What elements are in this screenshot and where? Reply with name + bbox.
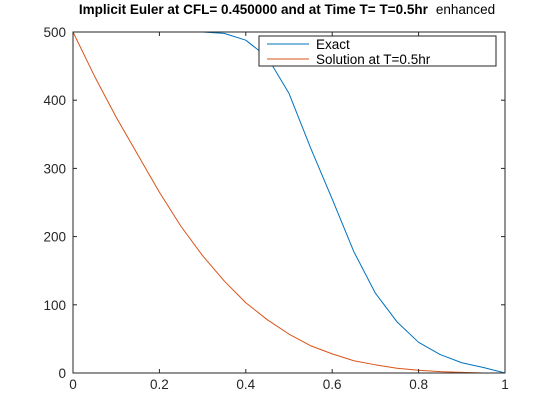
x-tick-label: 0.8	[409, 377, 428, 392]
x-tick-label: 0.6	[323, 377, 342, 392]
x-tick-label: 1	[501, 377, 509, 392]
y-tick-label: 500	[43, 25, 66, 40]
y-tick-label: 200	[43, 230, 66, 245]
x-tick-label: 0	[69, 377, 77, 392]
legend-label-1: Exact	[316, 37, 350, 52]
y-tick-label: 400	[43, 93, 66, 108]
x-tick-label: 0.2	[150, 377, 169, 392]
y-tick-label: 0	[58, 366, 66, 381]
plot-area	[73, 32, 505, 373]
chart-title-suffix: enhanced	[436, 2, 495, 17]
axes-box	[72, 31, 506, 374]
legend-box	[258, 35, 497, 67]
y-tick-label: 100	[43, 298, 66, 313]
chart-title: Implicit Euler at CFL= 0.450000 and at T…	[79, 1, 495, 18]
y-tick-label: 300	[43, 161, 66, 176]
x-tick-label: 0.4	[236, 377, 255, 392]
legend-label-2: Solution at T=0.5hr	[316, 52, 431, 67]
series-line-2	[72, 31, 505, 374]
chart-title-main: Implicit Euler at CFL= 0.450000 and at T…	[79, 2, 429, 17]
